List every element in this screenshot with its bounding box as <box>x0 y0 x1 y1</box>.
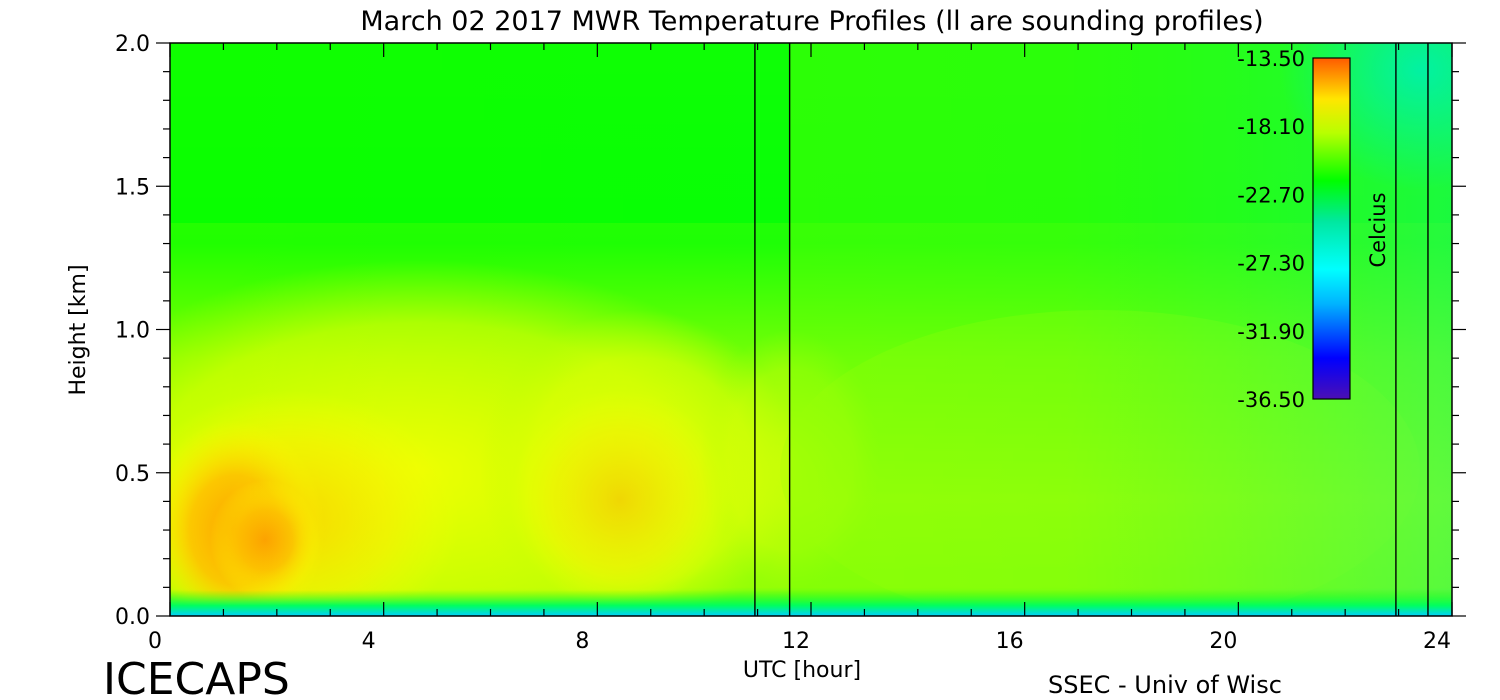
colorbar-tick-label: -36.50 <box>1237 388 1305 412</box>
x-tick-label: 24 <box>1423 629 1451 654</box>
colorbar: -13.50 -18.10 -22.70 -27.30 -31.90 -36.50 Cel… <box>1237 47 1390 412</box>
y-tick-label: 1.0 <box>115 319 150 344</box>
y-tick-label: 1.5 <box>115 175 150 200</box>
x-tick-label: 16 <box>996 629 1024 654</box>
x-tick-label: 12 <box>782 629 810 654</box>
y-tick-label: 0.0 <box>115 605 150 630</box>
brand-logo: ICECAPS <box>103 654 290 700</box>
sounding-lines <box>754 43 1429 616</box>
y-axis-label: Height [km] <box>66 264 91 395</box>
colorbar-tick-label: -27.30 <box>1237 252 1305 276</box>
colorbar-tick-label: -31.90 <box>1237 320 1305 344</box>
x-tick-label: 0 <box>148 629 162 654</box>
colorbar-tick-label: -18.10 <box>1237 115 1305 139</box>
y-axis: 0.0 0.5 1.0 1.5 2.0 <box>115 32 1466 630</box>
x-tick-label: 4 <box>362 629 376 654</box>
colorbar-label: Celcius <box>1366 192 1390 267</box>
y-tick-label: 2.0 <box>115 32 150 57</box>
colorbar-ticks: -13.50 -18.10 -22.70 -27.30 -31.90 -36.50 <box>1237 47 1305 412</box>
y-tick-label: 0.5 <box>115 462 150 487</box>
x-tick-label: 8 <box>575 629 589 654</box>
x-axis: 0 4 8 12 16 20 24 <box>148 43 1453 654</box>
colorbar-scale <box>1312 57 1351 400</box>
credit-text: SSEC - Univ of Wisc <box>1048 671 1282 699</box>
x-axis-label: UTC [hour] <box>743 658 861 683</box>
colorbar-tick-label: -22.70 <box>1237 183 1305 207</box>
plot-frame <box>169 42 1453 617</box>
x-tick-label: 20 <box>1209 629 1237 654</box>
chart-title: March 02 2017 MWR Temperature Profiles (… <box>360 6 1263 37</box>
colorbar-tick-label: -13.50 <box>1237 47 1305 71</box>
